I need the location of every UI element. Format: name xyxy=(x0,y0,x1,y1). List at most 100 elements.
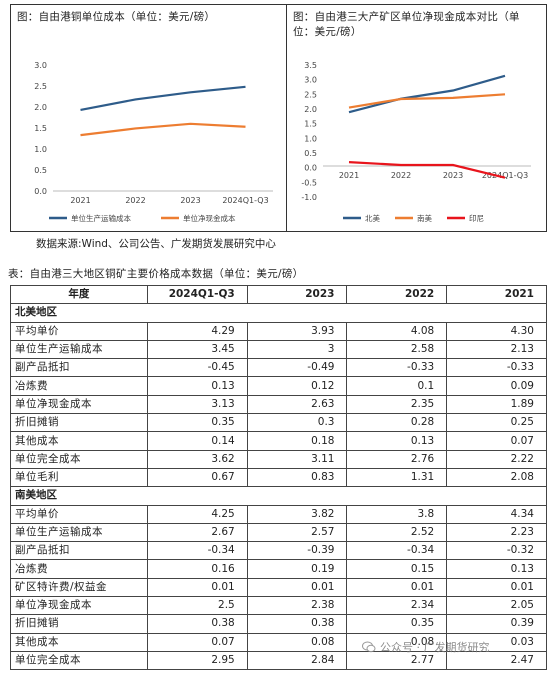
y-tick-label: 3.0 xyxy=(304,76,317,85)
table-cell: 2.05 xyxy=(446,596,547,616)
table-cell: 4.08 xyxy=(346,321,448,341)
table-cell: 1.31 xyxy=(346,467,448,488)
y-tick-label: 1.5 xyxy=(34,124,47,133)
table-cell: 0.35 xyxy=(346,614,448,634)
table-header-row: 年度 2024Q1-Q3 2023 2022 2021 xyxy=(10,284,547,305)
x-tick-label: 2021 xyxy=(70,196,90,205)
table-cell: 2.84 xyxy=(246,650,348,671)
series-line xyxy=(348,160,506,179)
table-row: 折旧摊销 0.35 0.3 0.28 0.25 xyxy=(10,413,547,433)
table-cell: 0.01 xyxy=(346,577,448,598)
row-label: 副产品抵扣 xyxy=(10,358,148,378)
legend-label: 单位生产运输成本 xyxy=(71,213,131,223)
row-label: 平均单价 xyxy=(10,504,148,524)
table-row: 单位毛利 0.67 0.83 1.31 2.08 xyxy=(10,467,547,488)
table-cell: -0.34 xyxy=(146,541,248,561)
section-title: 北美地区 xyxy=(10,303,547,323)
table-row: 单位完全成本 2.95 2.84 2.77 2.47 xyxy=(10,650,547,671)
table-cell: 2.38 xyxy=(246,596,348,616)
table-row: 冶炼费 0.16 0.19 0.15 0.13 xyxy=(10,559,547,579)
section-title: 南美地区 xyxy=(10,486,547,506)
table-cell: 0.38 xyxy=(246,614,348,634)
table-row: 矿区特许费/权益金 0.01 0.01 0.01 0.01 xyxy=(10,577,547,598)
legend-label: 单位净现金成本 xyxy=(183,213,236,223)
header-year: 年度 xyxy=(10,284,148,305)
y-tick-label: 2.0 xyxy=(304,105,317,114)
header-2022: 2022 xyxy=(346,284,448,305)
table-cell: 3.45 xyxy=(146,339,248,360)
table-cell: 0.08 xyxy=(246,632,348,652)
row-label: 单位毛利 xyxy=(10,467,148,488)
wechat-icon xyxy=(362,641,376,653)
x-tick-label: 2022 xyxy=(391,171,411,180)
series-line xyxy=(348,93,506,109)
x-tick-label: 2024Q1-Q3 xyxy=(482,171,528,180)
table-cell: 0.14 xyxy=(146,431,248,451)
table-cell: 3.8 xyxy=(346,504,448,524)
table-cell: 2.95 xyxy=(146,650,248,671)
table-cell: 0.16 xyxy=(146,559,248,579)
table-cell: 3.82 xyxy=(246,504,348,524)
left-chart-panel: 图：自由港铜单位成本（单位：美元/磅） 0.0 0.5 1.0 1.5 2.0 2.5 3.… xyxy=(11,5,287,231)
watermark-text: 公众号 · 广发期货研究 xyxy=(380,641,490,654)
table-cell: 3.13 xyxy=(146,394,248,415)
table-cell: -0.45 xyxy=(146,358,248,378)
table-row: 单位净现金成本 2.5 2.38 2.34 2.05 xyxy=(10,596,547,616)
source-note: 数据来源:Wind、公司公告、广发期货发展研究中心 xyxy=(36,238,276,250)
y-tick-label: 0.5 xyxy=(34,166,47,175)
table-cell: 2.57 xyxy=(246,522,348,543)
table-cell: 0.3 xyxy=(246,413,348,433)
table-cell: 0.01 xyxy=(246,577,348,598)
row-label: 单位净现金成本 xyxy=(10,596,148,616)
y-tick-label: 1.0 xyxy=(34,145,47,154)
table-cell: 0.09 xyxy=(446,376,547,396)
y-tick-label: 1.5 xyxy=(304,120,317,129)
table-cell: 4.34 xyxy=(446,504,547,524)
table-cell: 2.47 xyxy=(446,650,547,671)
y-tick-label: -1.0 xyxy=(301,193,317,202)
table-cell: 1.89 xyxy=(446,394,547,415)
y-tick-label: 2.5 xyxy=(304,90,317,99)
table-cell: 2.76 xyxy=(346,449,448,469)
y-tick-label: 1.0 xyxy=(304,134,317,143)
row-label: 冶炼费 xyxy=(10,559,148,579)
table-row: 单位生产运输成本 3.45 3 2.58 2.13 xyxy=(10,339,547,360)
y-tick-label: 3.0 xyxy=(34,61,47,70)
row-label: 其他成本 xyxy=(10,431,148,451)
x-tick-label: 2021 xyxy=(339,171,359,180)
table-cell: 0.35 xyxy=(146,413,248,433)
table-row: 单位生产运输成本 2.67 2.57 2.52 2.23 xyxy=(10,522,547,543)
x-tick-label: 2024Q1-Q3 xyxy=(222,196,268,205)
table-cell: 0.19 xyxy=(246,559,348,579)
table-cell: 4.30 xyxy=(446,321,547,341)
row-label: 折旧摊销 xyxy=(10,614,148,634)
table-cell: 0.13 xyxy=(346,431,448,451)
table-cell: 2.63 xyxy=(246,394,348,415)
table-row: 冶炼费 0.13 0.12 0.1 0.09 xyxy=(10,376,547,396)
table-cell: -0.34 xyxy=(346,541,448,561)
table-cell: 0.18 xyxy=(246,431,348,451)
table-cell: 2.08 xyxy=(446,467,547,488)
table-cell: 0.38 xyxy=(146,614,248,634)
table-cell: 2.13 xyxy=(446,339,547,360)
table-cell: 2.34 xyxy=(346,596,448,616)
row-label: 折旧摊销 xyxy=(10,413,148,433)
table-cell: 0.07 xyxy=(146,632,248,652)
row-label: 冶炼费 xyxy=(10,376,148,396)
row-label: 单位完全成本 xyxy=(10,449,148,469)
table-cell: 0.1 xyxy=(346,376,448,396)
row-label: 单位生产运输成本 xyxy=(10,522,148,543)
charts-container: 图：自由港铜单位成本（单位：美元/磅） 0.0 0.5 1.0 1.5 2.0 2.5 3.… xyxy=(10,4,547,232)
row-label: 副产品抵扣 xyxy=(10,541,148,561)
table-cell: -0.33 xyxy=(446,358,547,378)
table-cell: 2.58 xyxy=(346,339,448,360)
table-cell: -0.39 xyxy=(246,541,348,561)
table-cell: 2.52 xyxy=(346,522,448,543)
row-label: 单位净现金成本 xyxy=(10,394,148,415)
table-cell: 4.25 xyxy=(146,504,248,524)
legend-label: 印尼 xyxy=(469,214,484,223)
y-tick-label: 0.0 xyxy=(34,187,47,196)
legend-label: 北美 xyxy=(365,213,380,223)
table-cell: 3.62 xyxy=(146,449,248,469)
right-chart-title: 图：自由港三大产矿区单位净现金成本对比（单位：美元/磅） xyxy=(293,11,520,38)
